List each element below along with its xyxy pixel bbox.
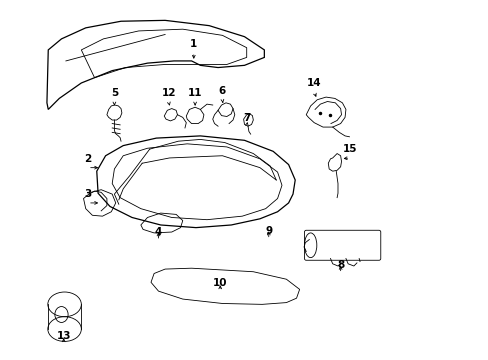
Text: 2: 2 bbox=[84, 154, 91, 164]
Text: 7: 7 bbox=[243, 113, 250, 123]
Text: 10: 10 bbox=[213, 278, 227, 288]
Text: 1: 1 bbox=[190, 39, 197, 49]
Text: 15: 15 bbox=[343, 144, 357, 154]
Text: 4: 4 bbox=[155, 227, 162, 237]
Text: 14: 14 bbox=[306, 78, 321, 88]
Text: 3: 3 bbox=[84, 189, 91, 199]
Text: 11: 11 bbox=[187, 88, 202, 98]
Text: 5: 5 bbox=[111, 88, 118, 98]
Text: 13: 13 bbox=[56, 330, 71, 341]
Text: 8: 8 bbox=[336, 260, 344, 270]
Text: 9: 9 bbox=[264, 226, 272, 236]
Text: 12: 12 bbox=[161, 88, 176, 98]
Text: 6: 6 bbox=[218, 86, 225, 96]
